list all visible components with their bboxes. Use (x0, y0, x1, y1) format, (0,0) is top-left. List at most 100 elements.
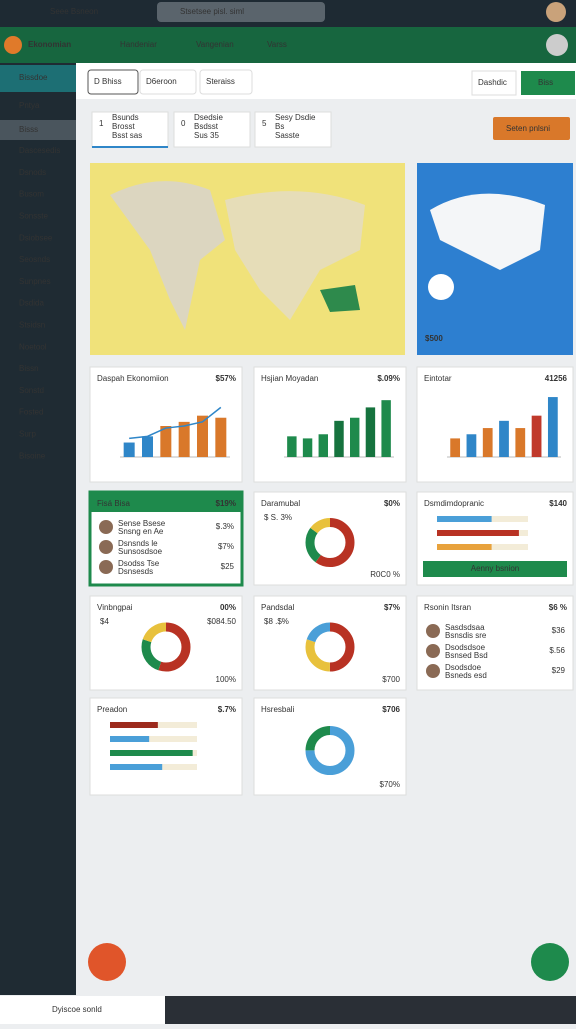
card-footer: $700 (382, 675, 400, 684)
card-value: $.09% (377, 374, 400, 383)
logo[interactable] (4, 36, 22, 54)
card-footer: $70% (380, 780, 400, 789)
donut-segment (305, 622, 355, 672)
card (253, 595, 407, 691)
sidebar-active (0, 65, 76, 92)
sidebar-item[interactable]: Stsidsn (19, 321, 45, 330)
card-title: Fisá Bisa (97, 499, 130, 508)
nav-item[interactable]: Vangenian (196, 40, 234, 49)
primary-button[interactable] (521, 71, 575, 95)
bar (178, 421, 190, 457)
sidebar-item[interactable]: Bissdoe (19, 73, 48, 82)
action-button[interactable] (493, 117, 570, 140)
app-name: Seee Bsneon (50, 7, 98, 16)
stat-underline (92, 146, 168, 148)
person-text: Bsneds esd (445, 671, 487, 680)
sidebar-item[interactable]: Fosted (19, 408, 43, 417)
fab-edit[interactable] (531, 943, 569, 981)
person-avatar (426, 624, 440, 638)
sidebar-item[interactable]: Bisss (19, 125, 38, 134)
sidebar-item[interactable]: Busom (19, 190, 44, 199)
nav-item[interactable]: Handeniar (120, 40, 157, 49)
tab-label: D Bhiss (94, 77, 122, 86)
card-header (90, 492, 242, 512)
link-button[interactable] (471, 70, 517, 96)
card-title: Daspah Ekonomiion (97, 374, 169, 383)
card-title: Pandsdal (261, 603, 295, 612)
card (253, 491, 407, 586)
donut-segment (141, 622, 191, 672)
card-value: 41256 (545, 374, 568, 383)
card-title: Dsmdimdopranic (424, 499, 484, 508)
person-text: Dsnsesds (118, 567, 153, 576)
person-text: Snsng en Ae (118, 527, 164, 536)
card-button[interactable] (423, 561, 567, 577)
card-title: Eintotar (424, 374, 452, 383)
sidebar-item[interactable]: Sonsste (19, 212, 48, 221)
card (253, 697, 407, 796)
sidebar-item[interactable]: Bissn (19, 364, 39, 373)
search-text: Stsetsee pisl. siml (180, 7, 244, 16)
taskbar-search[interactable] (0, 996, 165, 1024)
card-value: $57% (216, 374, 236, 383)
bar (334, 420, 344, 457)
stat-text: Sesy Dsdie (275, 113, 316, 122)
taskbar (165, 996, 576, 1024)
sidebar-item[interactable]: Pntya (19, 101, 40, 110)
sidebar-item[interactable]: Seosnds (19, 255, 50, 264)
person-avatar (426, 664, 440, 678)
card-title: Vinbngpai (97, 603, 133, 612)
donut-segment (305, 726, 355, 775)
stat-text: Bs (275, 122, 284, 131)
avatar[interactable] (546, 34, 568, 56)
sidebar-item[interactable]: Sunpnes (19, 277, 51, 286)
stat-text: Dsedsie (194, 113, 223, 122)
header (0, 27, 576, 63)
bar-track (110, 736, 197, 742)
card-sub: $084.50 (207, 617, 236, 626)
sidebar-item[interactable]: Dsiobsee (19, 233, 53, 242)
person-text: Dsnsnds le (118, 539, 158, 548)
sidebar-item[interactable]: Surp (19, 430, 36, 439)
tab[interactable] (87, 69, 139, 95)
brand: Ekonomian (28, 40, 71, 49)
person-text: Dsodsdoe (445, 663, 482, 672)
card-title: Hsresbali (261, 705, 295, 714)
card-button-label: Aenny bsnion (471, 564, 519, 573)
stat-text: Bsdsst (194, 122, 219, 131)
bar (381, 400, 391, 457)
person-text: Bsnsdis sre (445, 631, 487, 640)
sidebar-item[interactable]: Noetool (19, 342, 47, 351)
card-title: Hsjian Moyadan (261, 374, 318, 383)
sidebar-item[interactable]: Dsnods (19, 168, 46, 177)
tab[interactable] (199, 69, 253, 95)
hbar (110, 764, 163, 770)
avatar-top[interactable] (546, 2, 566, 22)
bar (499, 420, 509, 457)
nav-item[interactable]: Varss (267, 40, 287, 49)
sidebar-item[interactable]: Bisoine (19, 451, 46, 460)
sidebar-item[interactable]: Dsdida (19, 299, 44, 308)
donut-segment (141, 622, 191, 672)
sidebar-selected (0, 120, 76, 140)
card (89, 697, 243, 796)
sidebar-item[interactable]: Sonstd (19, 386, 44, 395)
bar (482, 428, 493, 457)
person-value: $.56 (549, 646, 565, 655)
hbar (110, 722, 158, 728)
bar (365, 407, 376, 457)
person-avatar (99, 520, 113, 534)
bar (287, 436, 297, 457)
search-box[interactable] (157, 2, 325, 22)
bar (142, 436, 153, 457)
sidebar-item[interactable]: Dascesedis (19, 146, 60, 155)
fab-next[interactable] (88, 943, 126, 981)
person-text: Sense Bsese (118, 519, 166, 528)
card-sub: $4 (100, 617, 109, 626)
hbar (437, 544, 492, 550)
map-value: $500 (425, 334, 443, 343)
hbar (437, 530, 519, 536)
stat-number: 0 (181, 119, 186, 128)
tab[interactable] (139, 69, 197, 95)
card-value: $140 (549, 499, 567, 508)
